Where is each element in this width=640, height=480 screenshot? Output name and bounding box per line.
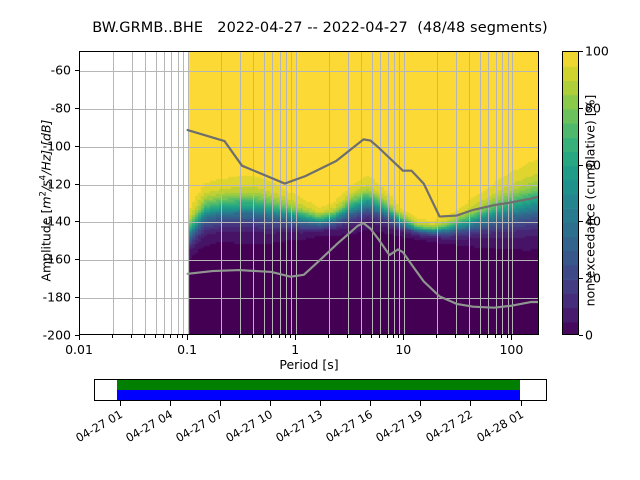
timeline-tick-label: 04-28 01	[473, 407, 526, 445]
y-axis-title-unit-m: m	[38, 196, 54, 209]
coverage-bar-blue	[116, 390, 521, 400]
x-tick-label: 0.1	[177, 342, 198, 357]
ppsd-plot-area	[79, 51, 539, 335]
page-title: BW.GRMB..BHE 2022-04-27 -- 2022-04-27 (4…	[92, 20, 548, 36]
timeline-tick-label: 04-27 13	[273, 407, 326, 445]
y-axis-title-suffix: /Hz] [dB]	[38, 119, 54, 175]
x-axis-title: Period [s]	[279, 357, 339, 372]
colorbar	[562, 51, 579, 335]
y-axis-title-exp-4: 4	[38, 174, 49, 181]
timeline-tick-label: 04-27 04	[123, 407, 176, 445]
y-axis-title-prefix: Amplitude [	[38, 208, 54, 282]
x-tick-label: 10	[395, 342, 412, 357]
timeline-tick-label: 04-27 07	[173, 407, 226, 445]
y-axis-title-unit-s: /s	[38, 180, 54, 192]
timeline-tick-label: 04-27 22	[423, 407, 476, 445]
colorbar-gradient	[563, 52, 578, 334]
y-axis-title: Amplitude [m2/s4/Hz] [dB]	[38, 59, 53, 343]
x-tick-label: 1	[291, 342, 300, 357]
timeline-tick-label: 04-27 19	[373, 407, 426, 445]
timeline-tick-label: 04-27 10	[223, 407, 276, 445]
timeline-tick-label: 04-27 16	[323, 407, 376, 445]
y-axis-title-exp-2: 2	[38, 191, 49, 197]
coverage-timeline[interactable]	[94, 379, 547, 401]
colorbar-title: non-exceedance (cumulative) [%]	[582, 94, 598, 307]
x-tick-label: 0.01	[65, 342, 93, 357]
timeline-tick-label: 04-27 01	[73, 407, 125, 445]
ppsd-histogram-canvas	[80, 52, 538, 334]
colorbar-tick-label: 100	[585, 43, 609, 59]
x-tick-label: 100	[499, 342, 524, 357]
coverage-bar-green	[116, 380, 521, 390]
